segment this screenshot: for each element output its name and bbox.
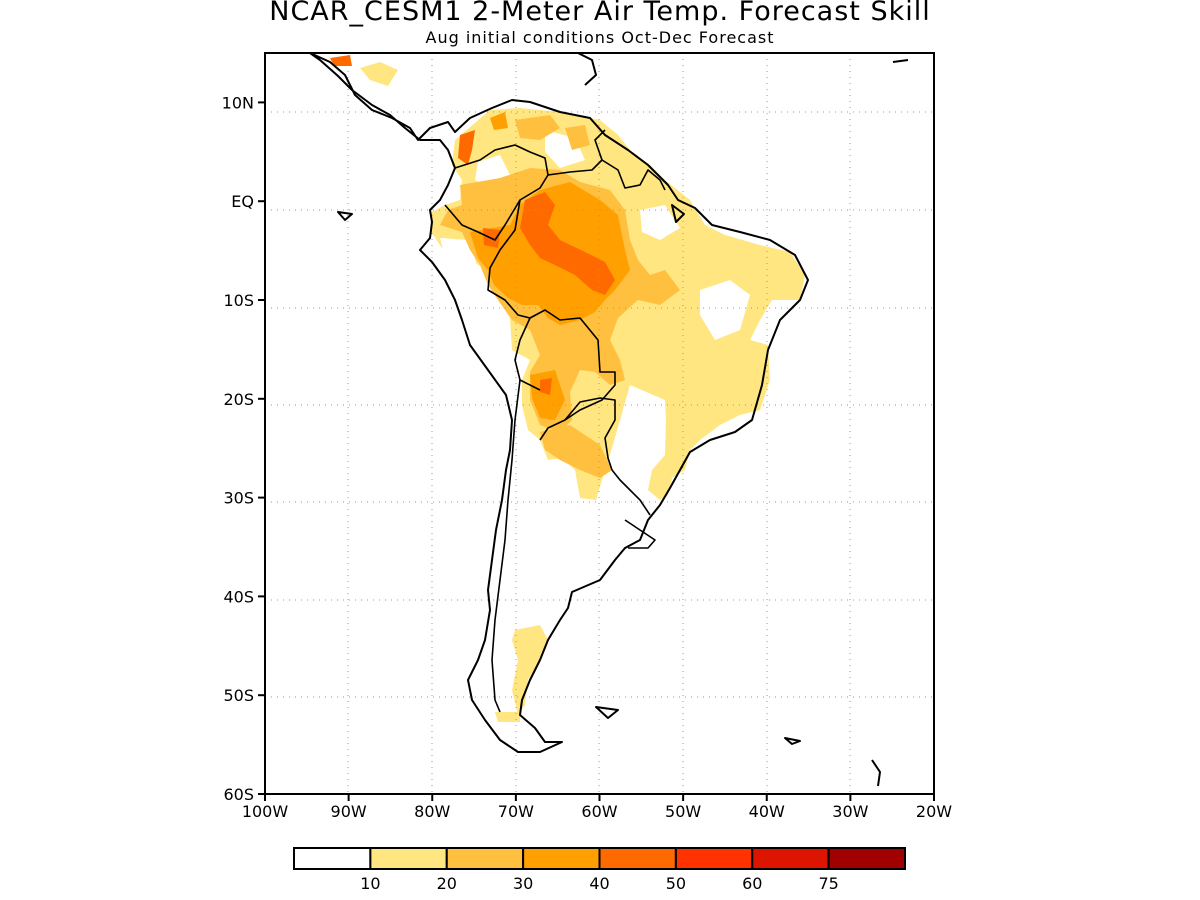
colorbar-swatch [674,847,754,870]
skill-band-30-40-north [490,112,508,130]
skill-band-20-30-paraguay [540,425,612,478]
colorbar-label: 20 [437,874,457,893]
map-title: NCAR_CESM1 2-Meter Air Temp. Forecast Sk… [269,0,931,27]
lon-tick-label: 80W [414,802,450,821]
skill-band-40-50-bolivia [540,378,552,395]
skill-field [330,55,805,722]
lon-tick-label: 50W [665,802,701,821]
skill-band-10-20-south [495,712,520,722]
skill-band-10-20-patagonia [512,625,548,715]
lon-tick-label: 100W [242,802,289,821]
skill-band-20-30-amapa [565,125,590,150]
lat-tick-label: 20S [223,390,254,409]
skill-hole-brazil [640,205,680,240]
colorbar-swatch [522,847,601,870]
longitude-axis: 100W 90W 80W 70W 60W 50W 40W 30W 20W [242,794,952,821]
lon-tick-label: 40W [749,802,785,821]
lat-tick-label: 60S [223,785,254,804]
skill-band-40-50 [520,192,615,295]
colorbar-label: 30 [513,874,533,893]
lon-tick-label: 90W [331,802,367,821]
lon-tick-label: 60W [581,802,617,821]
country-borders [444,129,666,713]
skill-band-40-50-central-america [330,55,352,66]
skill-hole-east-brazil [700,280,750,340]
skill-band-30-40-south [530,370,565,420]
colorbar-swatch [293,847,372,870]
latitude-axis: 10N EQ 10S 20S 30S 40S 50S 60S [222,93,265,804]
lon-tick-label: 30W [832,802,868,821]
colorbar-label: 40 [589,874,609,893]
colorbar-label: 75 [818,874,838,893]
map-subtitle: Aug initial conditions Oct-Dec Forecast [425,28,775,47]
lon-tick-label: 20W [916,802,952,821]
colorbar: 10 20 30 40 50 60 75 [293,847,906,893]
colorbar-swatch [751,847,830,870]
colorbar-swatch [827,847,906,870]
colorbar-label: 60 [742,874,762,893]
colorbar-swatch [598,847,677,870]
skill-band-20-30-north [515,115,560,140]
lat-tick-label: 30S [223,489,254,508]
colorbar-label: 50 [666,874,686,893]
lat-tick-label: 10N [222,93,254,112]
lat-tick-label: 10S [223,291,254,310]
colorbar-label: 10 [360,874,380,893]
lat-tick-label: EQ [231,192,254,211]
skill-band-10-20-central-america [360,62,398,86]
lat-tick-label: 50S [223,686,254,705]
skill-hole-ecuador [440,238,478,280]
coastline [309,53,909,787]
lat-tick-label: 40S [223,587,254,606]
skill-band-40-50-colombia [458,130,475,165]
lon-tick-label: 70W [498,802,534,821]
colorbar-swatch [445,847,525,870]
colorbar-swatch [369,847,448,870]
